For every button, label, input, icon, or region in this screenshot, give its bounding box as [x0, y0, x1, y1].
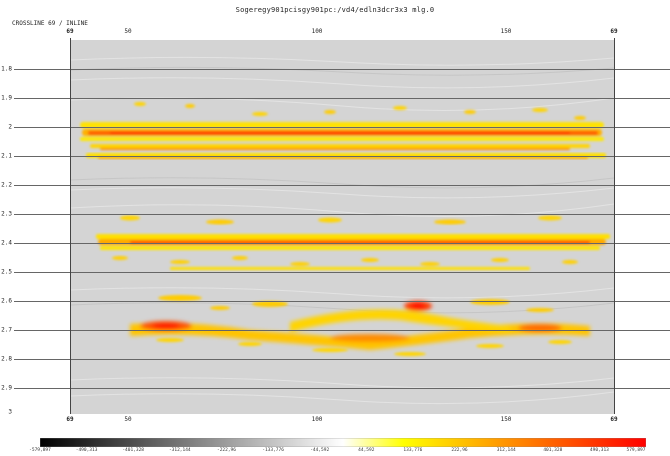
y-tick: 3 [8, 408, 12, 416]
y-tick: 2.1 [1, 152, 12, 160]
y-tick: 1.8 [1, 65, 12, 73]
time-gridline [14, 359, 670, 360]
window-title: Sogeregy901pcisgy901pc:/vd4/edln3dcr3x3 … [235, 6, 435, 14]
time-gridline [14, 98, 670, 99]
seismic-section-canvas[interactable] [70, 40, 614, 414]
y-tick: 2.4 [1, 239, 12, 247]
x-tick: 100 [311, 28, 323, 35]
section-right-border [614, 38, 615, 414]
x-tick-edge-right: 69 [610, 416, 618, 423]
y-tick: 2.6 [1, 297, 12, 305]
axis-label: CROSSLINE 69 / INLINE [12, 20, 88, 27]
x-tick: 100 [311, 416, 323, 423]
y-axis: 1.8 1.9 2 2.1 2.2 2.3 2.4 2.5 2.6 2.7 2.… [0, 0, 70, 456]
time-gridline [14, 156, 670, 157]
bottom-x-axis: 69 50 100 150 69 [0, 416, 670, 430]
time-gridline [14, 69, 670, 70]
time-gridline [14, 214, 670, 215]
y-tick: 2 [8, 123, 12, 131]
y-tick: 2.8 [1, 355, 12, 363]
colorbar-tick: -133,776 [262, 448, 284, 453]
y-tick: 2.5 [1, 268, 12, 276]
colorbar-tick: 222,96 [451, 448, 468, 453]
colorbar-tick: 133,776 [403, 448, 423, 453]
time-gridline [14, 127, 670, 128]
colorbar-tick: 44,592 [358, 448, 375, 453]
colorbar-tick: -44,592 [310, 448, 330, 453]
colorbar-tick: 579,897 [626, 448, 646, 453]
x-tick: 150 [500, 416, 512, 423]
y-tick: 2.9 [1, 384, 12, 392]
y-tick: 2.2 [1, 181, 12, 189]
colorbar-tick: -579,897 [29, 448, 51, 453]
time-gridline [14, 330, 670, 331]
y-tick: 1.9 [1, 94, 12, 102]
section-left-border [70, 38, 71, 414]
time-gridline [14, 185, 670, 186]
y-tick: 2.7 [1, 326, 12, 334]
amplitude-colorbar [40, 438, 646, 447]
colorbar-tick: 312,144 [496, 448, 516, 453]
x-tick: 50 [124, 28, 132, 35]
colorbar-tick: 401,328 [543, 448, 563, 453]
time-gridline [14, 388, 670, 389]
colorbar-tick: -401,328 [122, 448, 145, 453]
colorbar-tick: 490,313 [589, 448, 609, 453]
colorbar-tick: -222,96 [217, 448, 236, 453]
colorbar-tick: -312,144 [168, 448, 191, 453]
x-tick-edge-left: 69 [66, 28, 74, 35]
x-tick-edge-right: 69 [610, 28, 618, 35]
seismic-amplitude-image [70, 56, 614, 405]
x-tick-edge-left: 69 [66, 416, 74, 423]
time-gridline [14, 272, 670, 273]
colorbar-tick: -490,313 [75, 448, 98, 453]
time-gridline [14, 243, 670, 244]
x-tick: 50 [124, 416, 132, 423]
time-gridline [14, 301, 670, 302]
x-tick: 150 [500, 28, 512, 35]
y-tick: 2.3 [1, 210, 12, 218]
top-x-axis: 69 50 100 150 69 [0, 28, 670, 42]
